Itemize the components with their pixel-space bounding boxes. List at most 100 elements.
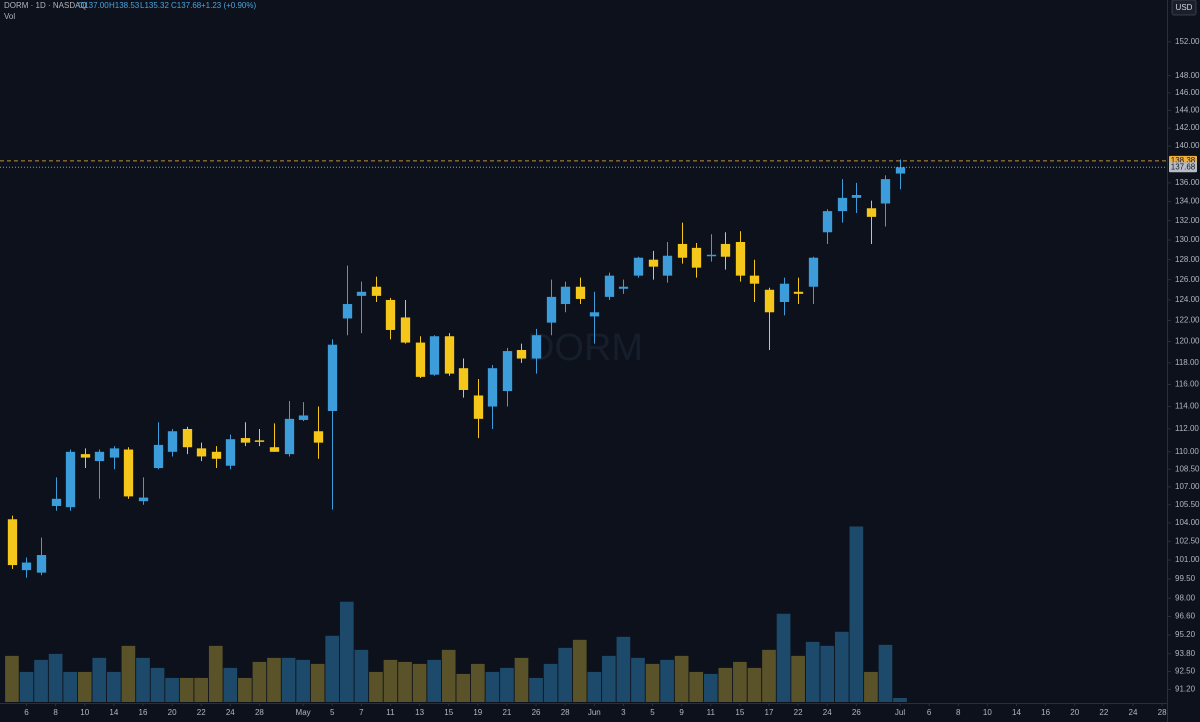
volume-bar — [703, 673, 718, 702]
volume-bar — [529, 677, 543, 702]
y-tick-label: 92.50 — [1175, 667, 1196, 676]
volume-bar — [893, 697, 907, 702]
x-tick-label: 13 — [415, 708, 424, 717]
volume-bar — [558, 647, 573, 702]
y-tick-label: 142.00 — [1175, 123, 1200, 132]
candle-body — [691, 247, 702, 268]
candle-body — [94, 451, 105, 462]
y-tick-label: 96.60 — [1175, 612, 1196, 621]
candle-body — [604, 275, 615, 297]
candle-body — [793, 291, 804, 294]
y-tick-label: 124.00 — [1175, 295, 1200, 304]
y-tick-label: 95.20 — [1175, 630, 1196, 639]
candle-body — [851, 195, 862, 198]
x-tick-label: 28 — [1158, 708, 1167, 717]
candle-body — [531, 335, 542, 359]
volume-bar — [398, 661, 412, 702]
volume-bar — [19, 671, 34, 702]
candle-body — [153, 444, 164, 469]
candle-body — [735, 241, 746, 276]
candle-body — [502, 351, 513, 392]
candle-body — [560, 286, 571, 305]
candle-body — [385, 299, 396, 330]
volume-bar — [747, 667, 762, 702]
y-tick-label: 120.00 — [1175, 337, 1200, 346]
volume-bar — [616, 636, 631, 702]
volume-bar — [805, 641, 820, 702]
candle-body — [7, 519, 18, 566]
x-tick-label: 15 — [444, 708, 453, 717]
x-tick-label: Jul — [895, 708, 905, 717]
x-tick-label: 14 — [1012, 708, 1021, 717]
volume-bar — [762, 649, 776, 702]
volume-bar — [660, 659, 674, 702]
y-tick-label: 130.00 — [1175, 235, 1200, 244]
y-tick-label: 101.00 — [1175, 555, 1200, 564]
volume-bar — [485, 671, 500, 702]
volume-label: Vol — [4, 12, 15, 21]
volume-bar — [179, 677, 194, 702]
x-tick-label: 15 — [735, 708, 744, 717]
y-tick-label: 105.50 — [1175, 500, 1200, 509]
x-tick-label: 10 — [983, 708, 992, 717]
candle-body — [36, 555, 47, 573]
x-tick-label: 24 — [823, 708, 832, 717]
close-value: C137.68 — [171, 1, 202, 10]
candle-body — [677, 243, 688, 258]
y-tick-label: 136.00 — [1175, 178, 1200, 187]
x-tick-label: 6 — [24, 708, 29, 717]
candle-body — [254, 440, 265, 442]
candle-body — [400, 317, 411, 343]
y-tick-label: 98.00 — [1175, 593, 1196, 602]
y-tick-label: 114.00 — [1175, 402, 1199, 411]
volume-bar — [107, 671, 121, 702]
volume-bar — [383, 659, 398, 702]
price-label: 138.38 — [1171, 156, 1196, 165]
volume-bar — [34, 659, 48, 702]
volume-bar — [572, 639, 587, 702]
y-tick-label: 99.50 — [1175, 574, 1196, 583]
candle-body — [109, 448, 120, 458]
x-tick-label: 22 — [1099, 708, 1108, 717]
candle-body — [764, 289, 775, 313]
y-tick-label: 126.00 — [1175, 275, 1200, 284]
volume-bar — [136, 657, 150, 702]
candle-body — [808, 257, 819, 287]
volume-bar — [456, 673, 471, 702]
candle-body — [487, 368, 498, 407]
candle-body — [618, 286, 629, 289]
currency-button[interactable] — [1171, 0, 1197, 16]
x-tick-label: 28 — [255, 708, 264, 717]
volume-bar — [441, 649, 456, 702]
candle-body — [429, 336, 440, 375]
x-tick-label: 24 — [1129, 708, 1138, 717]
candle-body — [240, 438, 251, 443]
volume-bar — [223, 667, 238, 702]
volume-bar — [267, 657, 281, 702]
x-tick-label: 11 — [707, 708, 716, 717]
volume-bar — [500, 667, 514, 702]
candle-body — [371, 286, 382, 296]
candle-body — [211, 451, 222, 459]
volume-bar — [733, 661, 747, 702]
volume-bar — [238, 677, 252, 702]
volume-bar — [121, 645, 136, 702]
volume-bar — [354, 649, 369, 702]
volume-bar — [543, 663, 558, 702]
y-tick-label: 104.00 — [1175, 518, 1200, 527]
y-tick-label: 116.00 — [1175, 380, 1199, 389]
x-tick-label: 17 — [765, 708, 774, 717]
x-tick-label: 5 — [650, 708, 655, 717]
volume-bar — [325, 635, 340, 702]
volume-bar — [310, 663, 325, 702]
volume-bar — [776, 613, 791, 702]
volume-bar — [252, 661, 267, 702]
volume-bar — [834, 631, 849, 702]
y-tick-label: 118.00 — [1175, 358, 1199, 367]
candle-body — [123, 449, 134, 497]
y-tick-label: 93.80 — [1175, 649, 1196, 658]
candle-body — [313, 431, 324, 443]
candle-body — [225, 439, 236, 466]
candle-body — [589, 312, 600, 317]
